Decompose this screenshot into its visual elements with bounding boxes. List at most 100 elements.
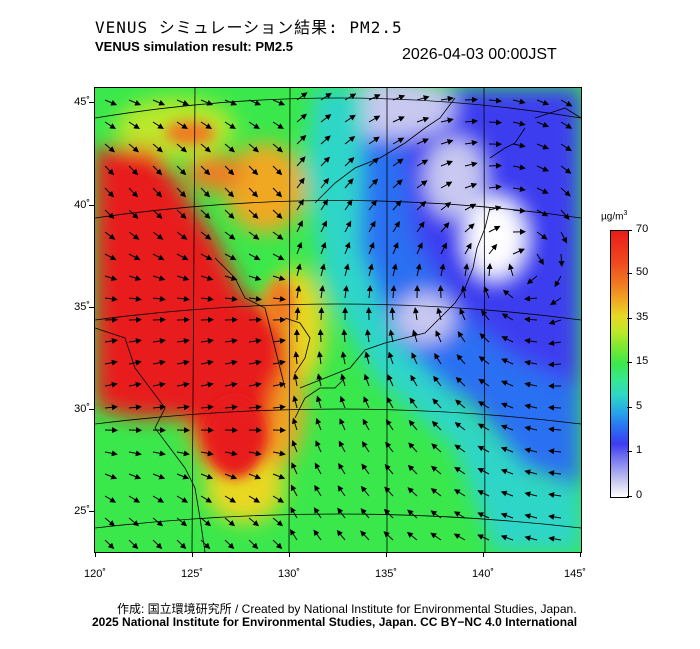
wind-arrow <box>104 338 118 344</box>
colorbar-tick <box>627 230 632 231</box>
wind-arrow <box>364 351 371 365</box>
wind-arrow <box>368 157 379 167</box>
wind-arrow <box>104 209 115 219</box>
wind-arrow <box>488 119 502 126</box>
lat-tick <box>89 205 94 206</box>
wind-arrow <box>502 289 514 299</box>
wind-arrow <box>104 473 118 480</box>
colorbar-unit: µg/m3 <box>601 210 627 222</box>
wind-arrow <box>200 450 214 457</box>
wind-arrow <box>294 307 301 321</box>
wind-arrow <box>440 222 450 233</box>
wind-arrow <box>152 253 165 261</box>
wind-arrow <box>176 473 190 480</box>
wind-arrow <box>313 529 322 541</box>
wind-arrow <box>524 491 538 498</box>
wind-arrow <box>176 165 187 176</box>
wind-arrow <box>176 359 190 366</box>
wind-arrow <box>407 487 418 497</box>
wind-arrow <box>453 489 466 497</box>
wind-arrow <box>272 381 286 388</box>
wind-arrow <box>200 359 214 366</box>
wind-arrow <box>152 165 163 176</box>
wind-arrow <box>272 539 283 550</box>
wind-arrow <box>320 156 330 167</box>
wind-arrow <box>524 447 538 454</box>
wind-arrow <box>416 116 430 123</box>
wind-arrow <box>560 121 573 129</box>
wind-arrow <box>392 137 405 145</box>
wind-arrow <box>152 209 163 219</box>
wind-arrow <box>272 450 286 457</box>
lon-label: 145˚ <box>563 568 587 580</box>
lat-label: 45˚ <box>74 96 90 108</box>
wind-arrow <box>319 285 326 299</box>
wind-arrow <box>361 441 370 453</box>
wind-arrow <box>457 331 466 343</box>
wind-arrow <box>341 329 348 343</box>
wind-arrow <box>315 417 322 431</box>
wind-arrow <box>200 473 214 480</box>
wind-arrow <box>344 114 356 123</box>
wind-arrow <box>524 425 538 432</box>
wind-arrow <box>176 231 188 240</box>
wind-arrow <box>388 329 395 343</box>
wind-arrow <box>512 207 526 214</box>
wind-arrow <box>224 338 238 344</box>
wind-arrow <box>361 463 370 475</box>
wind-arrow <box>291 417 298 431</box>
wind-arrow <box>453 511 466 519</box>
wind-arrow <box>104 231 116 240</box>
wind-arrow <box>480 309 490 321</box>
wind-arrow <box>152 381 166 388</box>
wind-arrow <box>296 156 306 167</box>
wind-arrow <box>104 539 115 550</box>
wind-arrow <box>512 98 526 105</box>
wind-arrow <box>383 508 394 519</box>
wind-arrow <box>435 330 442 343</box>
wind-arrow <box>200 404 214 411</box>
wind-arrow <box>316 373 323 387</box>
colorbar-unit-text: µg/m <box>601 211 624 223</box>
lat-label: 25˚ <box>74 505 90 517</box>
wind-arrow <box>416 138 429 145</box>
wind-arrow <box>512 186 526 193</box>
wind-arrow <box>176 99 190 106</box>
wind-arrow <box>486 263 493 277</box>
wind-arrow <box>248 187 259 198</box>
wind-arrow <box>200 338 214 344</box>
lat-label: 40˚ <box>74 199 90 211</box>
colorbar-tick <box>627 273 632 274</box>
wind-arrow <box>248 338 262 344</box>
wind-arrow <box>344 220 352 233</box>
lon-label: 120˚ <box>83 568 107 580</box>
wind-arrow <box>128 539 139 550</box>
wind-arrow <box>104 121 116 130</box>
wind-arrow <box>152 231 164 240</box>
wind-arrow <box>291 439 298 453</box>
wind-arrow <box>128 473 142 480</box>
wind-arrow <box>295 263 302 277</box>
lat-tick <box>89 307 94 308</box>
wind-arrow <box>336 529 346 541</box>
wind-arrow <box>128 359 142 366</box>
wind-arrow <box>524 513 538 520</box>
wind-arrow <box>386 396 394 409</box>
wind-arrow <box>248 143 259 153</box>
wind-arrow <box>500 490 514 497</box>
wind-arrow <box>200 495 213 503</box>
wind-arrow <box>200 517 212 527</box>
colorbar-label: 70 <box>636 223 649 235</box>
wind-arrow <box>176 381 190 388</box>
wind-arrow <box>344 157 355 167</box>
wind-arrow <box>368 199 377 211</box>
map-title-japanese: VENUS シミュレーション結果: PM2.5 <box>95 18 403 37</box>
wind-arrow <box>363 396 370 409</box>
wind-arrow <box>501 336 514 343</box>
colorbar-unit-exponent: 3 <box>623 210 628 217</box>
wind-arrow <box>463 263 470 277</box>
wind-arrow <box>454 466 466 475</box>
wind-arrow <box>176 187 187 198</box>
wind-arrow <box>248 539 259 550</box>
wind-arrow <box>314 484 322 497</box>
